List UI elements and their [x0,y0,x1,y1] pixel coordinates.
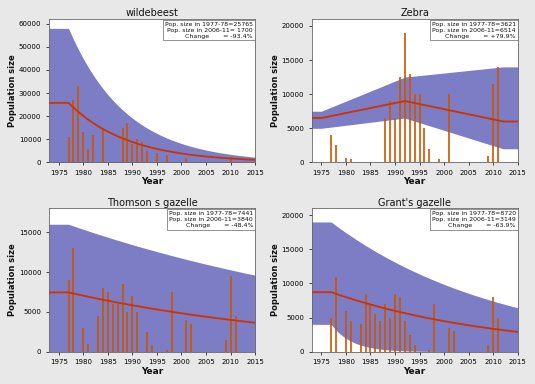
Y-axis label: Population size: Population size [9,243,17,316]
Text: Pop. size in 1977-78=8720
Pop. size in 2006-11=3149
Change       = -63.9%: Pop. size in 1977-78=8720 Pop. size in 2… [432,211,516,228]
Text: Pop. size in 1977-78=7441
Pop. size in 2006-11=3840
Change       = -48.4%: Pop. size in 1977-78=7441 Pop. size in 2… [169,211,253,228]
Title: Zebra: Zebra [400,8,429,18]
Y-axis label: Population size: Population size [271,55,280,127]
X-axis label: Year: Year [403,177,426,187]
Title: Thomson s gazelle: Thomson s gazelle [106,197,197,208]
Y-axis label: Population size: Population size [271,243,280,316]
Title: Grant's gazelle: Grant's gazelle [378,197,451,208]
Text: Pop. size in 1977-78=25765
Pop. size in 2006-11= 1700
Change       = -93.4%: Pop. size in 1977-78=25765 Pop. size in … [165,22,253,38]
X-axis label: Year: Year [403,367,426,376]
X-axis label: Year: Year [141,367,163,376]
Text: Pop. size in 1977-78=3621
Pop. size in 2006-11=6514
Change       = +79.9%: Pop. size in 1977-78=3621 Pop. size in 2… [432,22,516,38]
Title: wildebeest: wildebeest [126,8,179,18]
X-axis label: Year: Year [141,177,163,187]
Y-axis label: Population size: Population size [9,55,17,127]
